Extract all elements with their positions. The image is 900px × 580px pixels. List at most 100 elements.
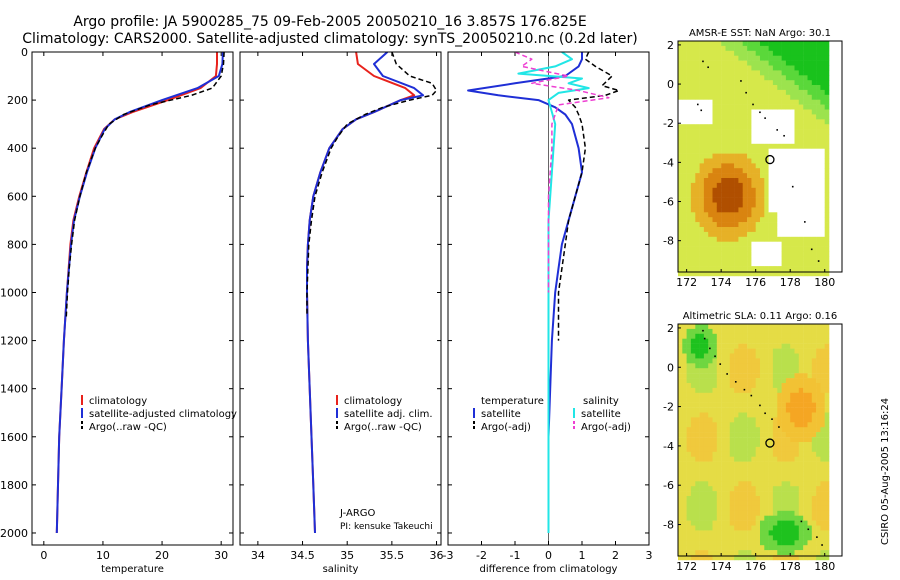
map-cell bbox=[716, 476, 722, 482]
map-cell bbox=[824, 222, 830, 228]
map-cell bbox=[824, 353, 830, 359]
map-cell bbox=[772, 510, 778, 516]
map-cell bbox=[729, 65, 735, 71]
map-cell bbox=[811, 417, 817, 423]
map-cell bbox=[738, 134, 743, 140]
map-cell bbox=[764, 222, 769, 228]
map-cell bbox=[682, 182, 687, 189]
map-cell bbox=[734, 525, 739, 531]
map-cell bbox=[682, 422, 687, 428]
map-cell bbox=[816, 119, 821, 125]
map-cell bbox=[686, 417, 692, 423]
map-cell bbox=[699, 402, 705, 408]
map-cell bbox=[790, 89, 795, 96]
map-cell bbox=[678, 333, 683, 339]
map-x-tick-label: 174 bbox=[711, 560, 732, 573]
map-cell bbox=[781, 412, 787, 418]
map-cell bbox=[772, 432, 778, 438]
map-cell bbox=[790, 138, 795, 145]
map-cell bbox=[708, 266, 713, 272]
map-cell bbox=[772, 353, 778, 359]
map-cell bbox=[725, 75, 731, 81]
map-cell bbox=[811, 525, 817, 531]
map-cell bbox=[816, 65, 821, 71]
map-cell bbox=[716, 45, 722, 52]
map-cell bbox=[781, 496, 787, 502]
map-cell bbox=[725, 363, 731, 369]
map-cell bbox=[798, 486, 804, 492]
map-cell bbox=[768, 94, 774, 100]
map-cell bbox=[721, 143, 726, 149]
map-cell bbox=[695, 545, 700, 551]
map-cell bbox=[699, 427, 705, 433]
legend-label: climatology bbox=[344, 396, 402, 407]
map-cell bbox=[803, 134, 808, 140]
map-cell bbox=[764, 60, 769, 66]
map-cell bbox=[721, 466, 726, 472]
map-cell bbox=[712, 236, 718, 242]
map-cell bbox=[755, 427, 761, 433]
map-cell bbox=[738, 89, 743, 96]
map-cell bbox=[794, 328, 800, 335]
map-cell bbox=[794, 75, 800, 81]
map-cell bbox=[777, 520, 782, 526]
map-cell bbox=[820, 432, 825, 438]
map-cell bbox=[794, 236, 800, 242]
map-cell bbox=[785, 45, 791, 52]
map-cell bbox=[690, 197, 696, 203]
map-cell bbox=[686, 163, 692, 169]
map-cell bbox=[820, 173, 825, 179]
map-cell bbox=[716, 451, 722, 457]
map-cell bbox=[811, 545, 817, 551]
map-cell bbox=[790, 387, 795, 394]
map-cell bbox=[747, 491, 752, 497]
map-cell bbox=[703, 256, 709, 262]
map-cell bbox=[798, 471, 804, 477]
map-cell bbox=[824, 500, 830, 507]
map-cell bbox=[703, 324, 709, 330]
map-cell bbox=[747, 324, 752, 330]
map-cell bbox=[785, 427, 791, 433]
map-cell bbox=[682, 45, 687, 52]
map-cell bbox=[686, 446, 692, 453]
map-cell bbox=[760, 446, 765, 453]
map-cell bbox=[760, 373, 765, 379]
map-cell bbox=[785, 348, 791, 354]
map-cell bbox=[690, 510, 696, 516]
map-cell bbox=[785, 343, 791, 349]
map-cell bbox=[682, 550, 687, 556]
map-cell bbox=[699, 261, 705, 267]
map-cell bbox=[764, 231, 769, 238]
map-cell bbox=[803, 222, 808, 228]
map-cell bbox=[747, 94, 752, 100]
map-cell bbox=[695, 163, 700, 169]
map-cell bbox=[772, 50, 778, 56]
map-cell bbox=[678, 197, 683, 203]
map-cell bbox=[721, 241, 726, 247]
map-cell bbox=[729, 333, 735, 339]
map-cell bbox=[816, 446, 821, 453]
map-cell bbox=[798, 348, 804, 354]
map-cell bbox=[811, 397, 817, 403]
map-cell bbox=[747, 407, 752, 413]
map-cell bbox=[820, 134, 825, 140]
map-cell bbox=[785, 387, 791, 394]
map-cell bbox=[824, 530, 830, 536]
map-cell bbox=[678, 481, 683, 487]
map-cell bbox=[678, 555, 683, 561]
map-cell bbox=[716, 50, 722, 56]
map-cell bbox=[764, 333, 769, 339]
x-tick-label: 35.5 bbox=[380, 549, 405, 562]
map-cell bbox=[807, 163, 813, 169]
map-cell bbox=[742, 442, 748, 448]
map-cell bbox=[824, 358, 830, 364]
map-cell bbox=[794, 476, 800, 482]
map-cell bbox=[816, 515, 821, 521]
map-cell bbox=[690, 187, 696, 193]
map-cell bbox=[816, 153, 821, 159]
map-cell bbox=[686, 520, 692, 526]
map-cell bbox=[816, 486, 821, 492]
map-cell bbox=[760, 251, 765, 257]
map-cell bbox=[790, 412, 795, 418]
map-cell bbox=[686, 207, 692, 213]
